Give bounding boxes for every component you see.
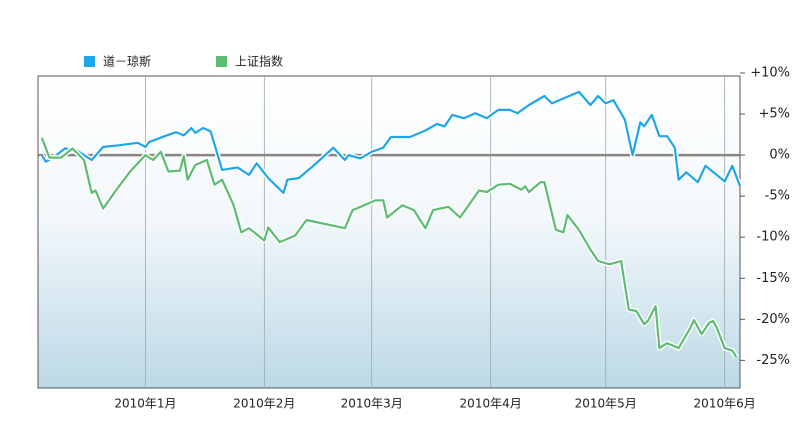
x-tick-label: 2010年3月 [341,397,403,411]
y-tick-label: 0% [769,148,790,163]
y-tick-label: +10% [750,66,790,81]
y-tick-label: +5% [758,107,790,122]
x-tick-label: 2010年2月 [233,397,295,411]
legend-swatch [84,56,95,67]
y-tick-label: -25% [756,353,790,368]
y-tick-label: -5% [765,189,790,204]
legend-swatch [216,56,227,67]
plot-area [37,75,741,389]
x-tick-label: 2010年6月 [694,397,756,411]
y-tick-label: -20% [756,312,790,327]
y-tick-label: -10% [756,230,790,245]
y-tick-label: -15% [756,271,790,286]
x-tick-label: 2010年4月 [460,397,522,411]
series-line [40,137,738,358]
legend-label: 上证指数 [235,54,283,69]
x-tick-label: 2010年5月 [575,397,637,411]
x-tick-label: 2010年1月 [114,397,176,411]
legend-label: 道－琼斯 [103,54,151,69]
series-line [40,90,742,194]
